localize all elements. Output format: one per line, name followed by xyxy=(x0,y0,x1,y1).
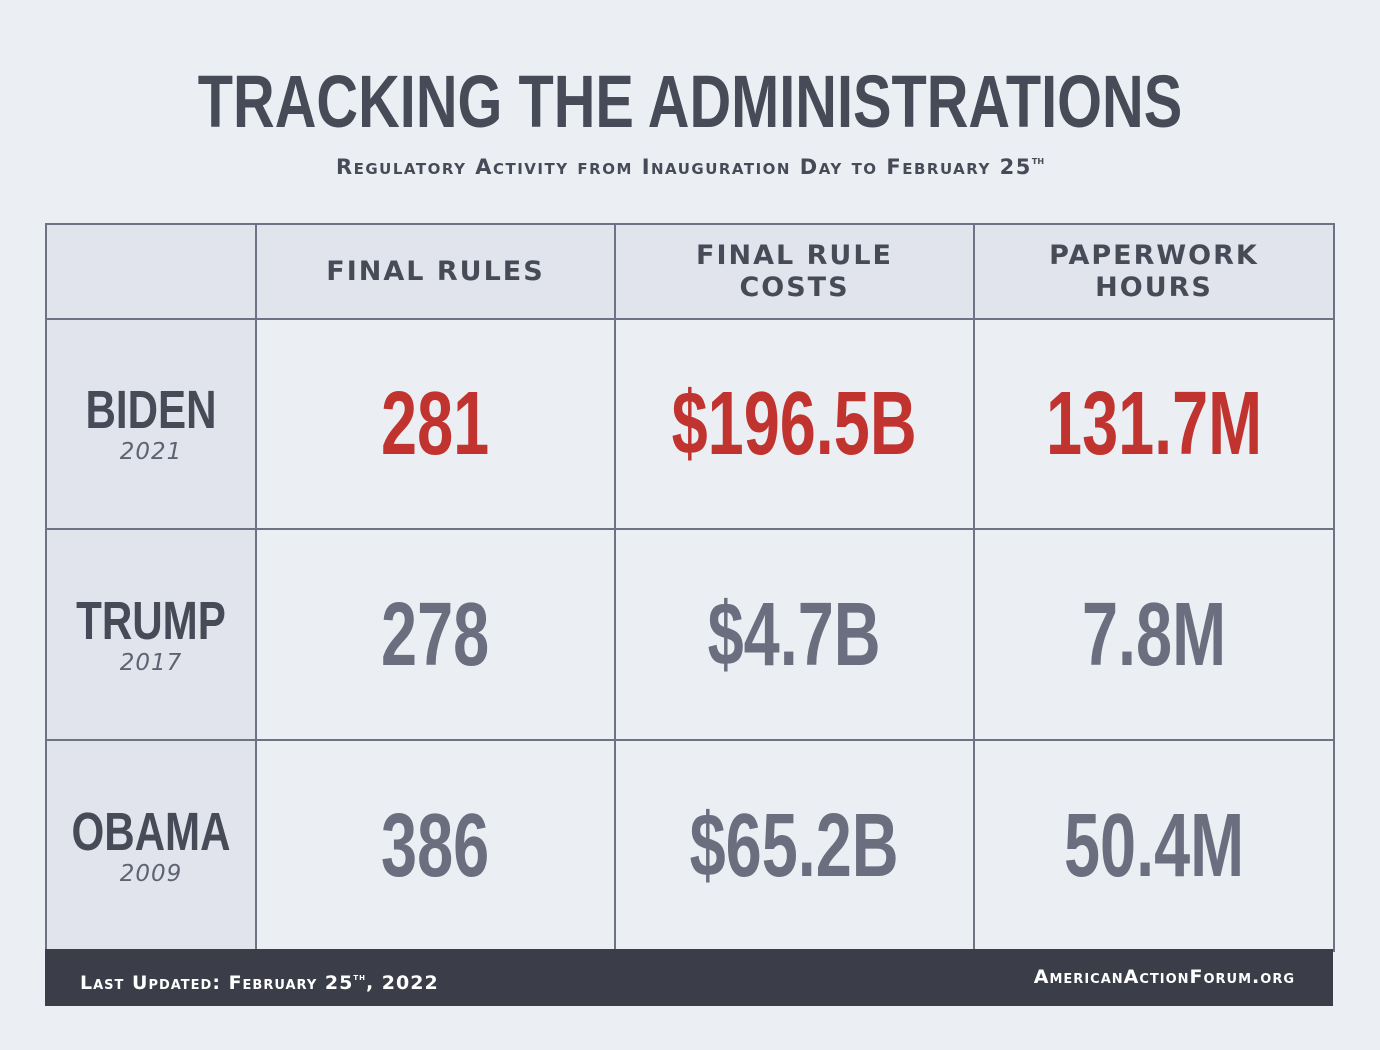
cell-final-rules: 281 xyxy=(255,318,616,530)
admin-year: 2017 xyxy=(119,649,183,676)
cell-paperwork-hours: 50.4M xyxy=(973,739,1335,952)
header-empty-cell xyxy=(45,223,257,320)
cell-final-rules: 386 xyxy=(255,739,616,952)
last-updated-suffix: , 2022 xyxy=(365,972,439,994)
row-head-obama: OBAMA 2009 xyxy=(45,739,257,952)
value-paperwork-hours: 7.8M xyxy=(1081,584,1227,685)
admin-year: 2009 xyxy=(119,860,183,887)
admin-name: BIDEN xyxy=(85,380,217,440)
row-head-trump: TRUMP 2017 xyxy=(45,528,257,741)
page-subtitle: Regulatory Activity from Inauguration Da… xyxy=(0,146,1380,182)
value-final-rules: 281 xyxy=(381,374,490,474)
value-final-rules: 278 xyxy=(381,584,490,685)
table-row: TRUMP 2017 278 $4.7B 7.8M xyxy=(45,528,1335,741)
header-final-rule-costs-label: FINAL RULE COSTS xyxy=(696,239,893,303)
last-updated-superscript: th xyxy=(353,972,366,983)
header-final-rule-costs: FINAL RULE COSTS xyxy=(614,223,975,320)
admin-name: TRUMP xyxy=(76,590,226,651)
site-link[interactable]: AmericanActionForum.org xyxy=(1033,966,1295,988)
value-final-rules: 386 xyxy=(381,795,490,896)
subtitle-text: Regulatory Activity from Inauguration Da… xyxy=(335,155,1032,179)
subtitle-superscript: th xyxy=(1031,154,1045,167)
header-final-rules: FINAL RULES xyxy=(255,223,616,320)
value-final-rule-costs: $196.5B xyxy=(671,374,918,474)
cell-final-rule-costs: $4.7B xyxy=(614,528,975,741)
table-row: BIDEN 2021 281 $196.5B 131.7M xyxy=(45,318,1335,530)
admin-year: 2021 xyxy=(119,439,183,465)
cell-final-rules: 278 xyxy=(255,528,616,741)
last-updated-prefix: Last Updated: February 25 xyxy=(80,972,354,994)
page-title: TRACKING THE ADMINISTRATIONS xyxy=(197,60,1183,143)
admin-name: OBAMA xyxy=(71,801,231,862)
table-row: OBAMA 2009 386 $65.2B 50.4M xyxy=(45,739,1335,952)
header-paperwork-hours-label: PAPERWORK HOURS xyxy=(1049,239,1259,303)
cell-paperwork-hours: 131.7M xyxy=(973,318,1335,530)
value-paperwork-hours: 50.4M xyxy=(1063,795,1245,896)
row-head-biden: BIDEN 2021 xyxy=(45,318,257,530)
header-paperwork-hours: PAPERWORK HOURS xyxy=(973,223,1335,320)
value-final-rule-costs: $65.2B xyxy=(690,795,899,896)
value-paperwork-hours: 131.7M xyxy=(1045,374,1263,474)
comparison-table: FINAL RULES FINAL RULE COSTS PAPERWORK H… xyxy=(45,223,1335,952)
last-updated: Last Updated: February 25th, 2022 xyxy=(80,949,439,1012)
cell-final-rule-costs: $196.5B xyxy=(614,318,975,530)
cell-final-rule-costs: $65.2B xyxy=(614,739,975,952)
footer-bar: Last Updated: February 25th, 2022 Americ… xyxy=(45,949,1333,1006)
cell-paperwork-hours: 7.8M xyxy=(973,528,1335,741)
value-final-rule-costs: $4.7B xyxy=(708,584,881,685)
